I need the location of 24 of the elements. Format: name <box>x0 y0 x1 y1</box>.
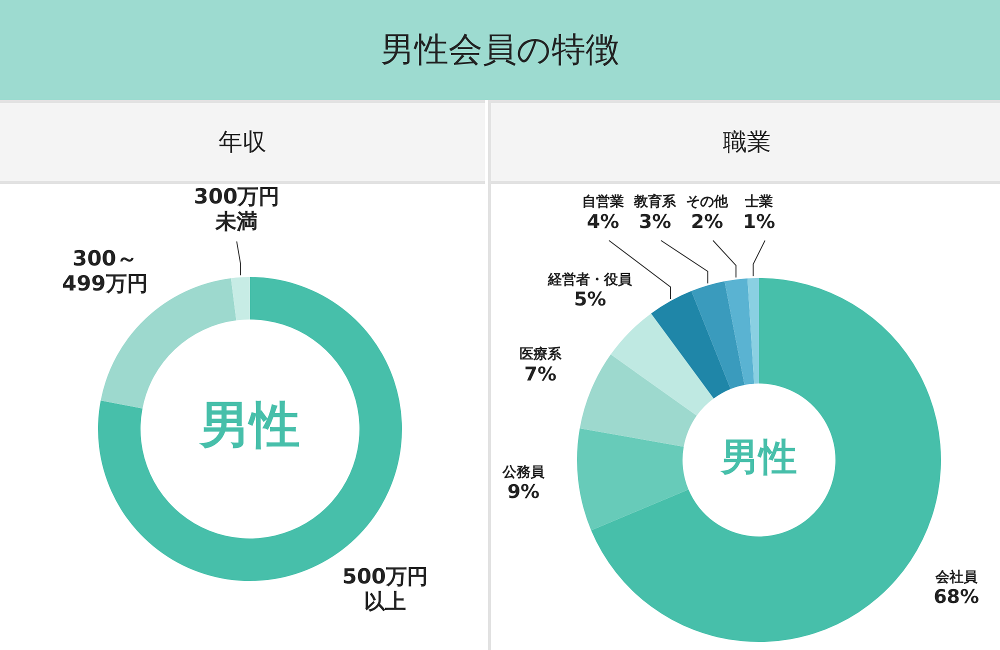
data-label: 7% <box>524 363 557 386</box>
slice-label: その他 <box>686 194 729 210</box>
text: 男性 <box>720 434 797 479</box>
slice-label: 会社員 <box>934 569 978 586</box>
slice-label: 経営者・役員 <box>547 272 634 288</box>
text: 男性 <box>198 396 300 454</box>
data-label: 3% <box>638 210 672 233</box>
slice-label: 教育系 <box>633 193 677 210</box>
data-label: 5% <box>574 288 606 311</box>
slice-label: 500万円以上 <box>342 564 428 614</box>
slice-label: 自営業 <box>582 194 624 210</box>
chart-subtitle: 年収 <box>0 100 485 184</box>
text: 男性会員の特徴 <box>0 0 1000 100</box>
data-label: 68% <box>934 586 980 608</box>
slice-label: 公務員 <box>501 464 546 480</box>
slice-label: 300～499万円 <box>62 246 148 296</box>
data-label: 2% <box>690 210 724 233</box>
chart-subtitle: 職業 <box>491 100 1000 184</box>
data-label: 1% <box>742 210 776 233</box>
slice-label: 医療系 <box>519 346 562 363</box>
data-label: 4% <box>586 210 620 233</box>
slice-label: 300万円未満 <box>194 184 280 234</box>
slice-label: 士業 <box>744 194 773 210</box>
data-label: 9% <box>507 481 540 504</box>
